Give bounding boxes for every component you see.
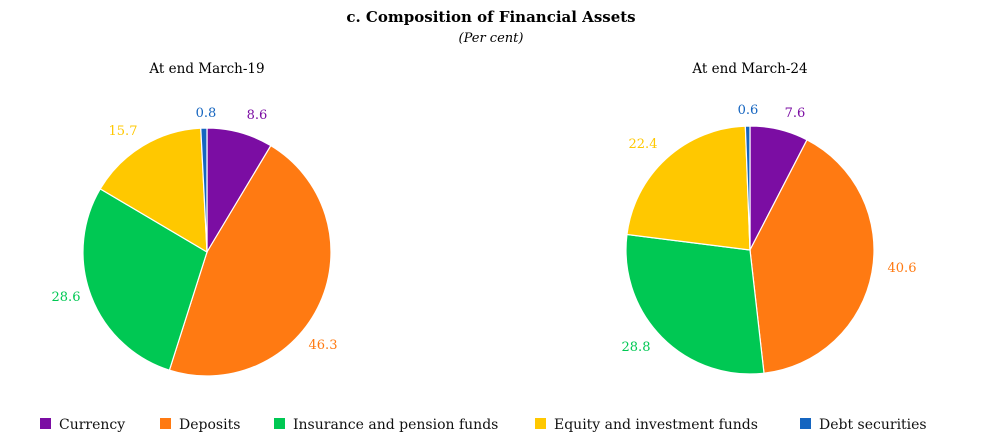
- legend-label: Currency: [59, 417, 125, 433]
- pie-slice-equity-investment: [99, 127, 208, 254]
- chart-subtitle: (Per cent): [459, 31, 524, 46]
- legend: Currency Deposits Insurance and pension …: [40, 417, 927, 433]
- pie-chart-march-19: At end March-19 8.6 46.3 28.6 15.7 0.8: [52, 61, 338, 377]
- legend-item-insurance-pension: Insurance and pension funds: [274, 417, 498, 433]
- data-label-insurance-pension: 28.6: [52, 290, 81, 305]
- legend-swatch: [535, 418, 546, 429]
- chart-title: c. Composition of Financial Assets: [346, 8, 635, 26]
- data-label-equity-investment: 15.7: [109, 124, 138, 139]
- legend-label: Deposits: [179, 417, 240, 433]
- pie-chart-march-24: At end March-24 7.6 40.6 28.8 22.4 0.6: [622, 61, 917, 375]
- legend-item-equity-investment: Equity and investment funds: [535, 417, 758, 433]
- data-label-deposits: 46.3: [309, 338, 338, 353]
- pie-slice-deposits: [749, 139, 875, 374]
- pie-slice-debt-securities: [744, 125, 751, 251]
- legend-label: Debt securities: [819, 417, 927, 433]
- legend-swatch: [160, 418, 171, 429]
- data-label-insurance-pension: 28.8: [622, 340, 651, 355]
- data-label-deposits: 40.6: [888, 261, 917, 276]
- legend-item-deposits: Deposits: [160, 417, 240, 433]
- legend-swatch: [800, 418, 811, 429]
- legend-label: Equity and investment funds: [554, 417, 758, 433]
- pie-slice-debt-securities: [200, 127, 208, 253]
- legend-label: Insurance and pension funds: [293, 417, 498, 433]
- legend-swatch: [40, 418, 51, 429]
- data-label-currency: 8.6: [247, 108, 268, 123]
- pie-title: At end March-24: [691, 61, 807, 77]
- legend-item-debt-securities: Debt securities: [800, 417, 927, 433]
- data-label-debt-securities: 0.6: [738, 103, 759, 118]
- legend-swatch: [274, 418, 285, 429]
- legend-item-currency: Currency: [40, 417, 125, 433]
- data-label-currency: 7.6: [785, 106, 806, 121]
- data-label-debt-securities: 0.8: [196, 106, 217, 121]
- data-label-equity-investment: 22.4: [629, 137, 658, 152]
- pie-slice-deposits: [168, 144, 332, 377]
- pie-slice-insurance-pension: [625, 233, 765, 375]
- pie-title: At end March-19: [148, 61, 264, 77]
- pie-slice-equity-investment: [626, 125, 751, 251]
